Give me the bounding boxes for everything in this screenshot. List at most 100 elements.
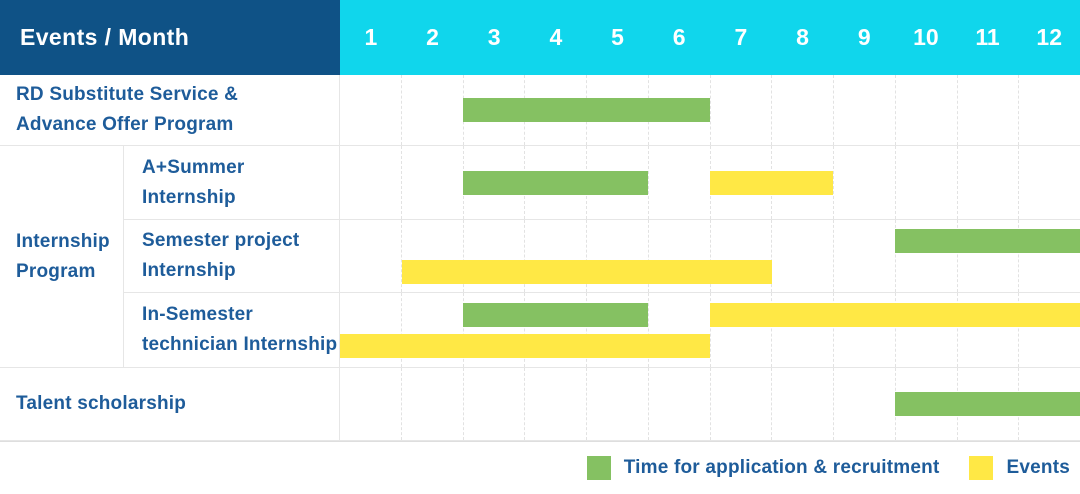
month-header-9: 9 [857, 24, 871, 50]
month-column [709, 146, 772, 219]
month-column [524, 220, 586, 292]
month-header-7: 7 [734, 24, 748, 50]
month-column [400, 220, 463, 292]
row-label-line: Talent scholarship [16, 393, 187, 414]
month-column [400, 146, 463, 219]
month-column [894, 75, 957, 145]
event-bar [710, 170, 834, 195]
application-bar [895, 228, 1080, 253]
month-gridlines [340, 220, 1080, 292]
row-label-semester-project-internship: Semester project Internship [124, 220, 340, 293]
row-label-line: Advance Offer Program [16, 114, 234, 135]
month-column [956, 220, 1019, 292]
month-column [1018, 75, 1080, 145]
row-label-line: Internship [142, 260, 236, 281]
month-column [771, 75, 833, 145]
legend-label-event: Events [1006, 457, 1070, 478]
month-column [1018, 293, 1080, 367]
application-bar [463, 98, 710, 122]
month-column [462, 146, 525, 219]
month-column [956, 75, 1019, 145]
bar-lane [340, 392, 1080, 416]
month-header-5: 5 [611, 24, 624, 50]
month-column [709, 368, 772, 440]
month-column [400, 75, 463, 145]
month-column [524, 368, 586, 440]
application-bar [463, 302, 649, 327]
month-column [709, 75, 772, 145]
month-header-6: 6 [672, 24, 686, 50]
month-column [771, 220, 833, 292]
month-column [833, 293, 895, 367]
group-label-internship-program: Internship Program [0, 146, 124, 368]
row-label-rd-substitute-advance-offer: RD Substitute Service & Advance Offer Pro… [0, 75, 340, 146]
bar-lane [340, 98, 1080, 122]
month-column [956, 293, 1019, 367]
event-bar [401, 259, 772, 284]
chart-row-semester-project-internship [340, 220, 1080, 293]
events-month-header-cell: Events / Month [0, 0, 340, 75]
month-column [462, 368, 525, 440]
row-label-a-plus-summer-internship: A+Summer Internship [124, 146, 340, 220]
application-bar [463, 170, 649, 195]
month-column [462, 220, 525, 292]
legend-label-application: Time for application & recruitment [623, 457, 940, 478]
bar-lane [340, 228, 1080, 253]
month-header-strip: 1 2 3 4 5 6 7 8 9 10 11 12 [340, 0, 1080, 75]
month-column [647, 368, 710, 440]
bar-lane [340, 302, 1080, 327]
group-label-line: Program [16, 260, 96, 282]
row-label-talent-scholarship: Talent scholarship [0, 368, 340, 441]
month-column [647, 293, 710, 367]
month-column [462, 75, 525, 145]
row-label-line: In-Semester [142, 304, 253, 325]
month-column [771, 293, 833, 367]
month-column [894, 146, 957, 219]
legend-item-event: Events [969, 456, 1070, 480]
month-column [400, 293, 463, 367]
bar-lane [340, 259, 1080, 284]
month-column [1018, 146, 1080, 219]
month-header-10: 10 [913, 24, 939, 50]
row-label-line: Semester project [142, 230, 300, 251]
chart-row-in-semester-technician-internship [340, 293, 1080, 368]
legend-swatch-application [586, 456, 611, 480]
month-column [709, 220, 772, 292]
month-header-3: 3 [487, 24, 501, 50]
row-label-line: Internship [142, 186, 236, 208]
month-gridlines [340, 293, 1080, 367]
month-column [400, 368, 463, 440]
month-column [833, 75, 895, 145]
row-label-line: technician Internship [142, 334, 338, 355]
month-header-11: 11 [975, 24, 1000, 50]
chart-row-talent-scholarship [340, 368, 1080, 441]
month-column [894, 293, 957, 367]
legend: Time for application & recruitment Events [0, 442, 1080, 494]
month-column [894, 220, 957, 292]
month-column [956, 146, 1019, 219]
month-header-8: 8 [796, 24, 809, 50]
month-column [771, 368, 833, 440]
month-header-1: 1 [364, 24, 378, 50]
month-column [833, 220, 895, 292]
month-column [586, 220, 648, 292]
row-label-in-semester-technician-internship: In-Semester technician Internship [124, 293, 340, 368]
row-label-line: RD Substitute Service & [16, 84, 239, 105]
chart-row-a-plus-summer-internship [340, 146, 1080, 220]
month-header-12: 12 [1036, 24, 1063, 50]
event-bar [340, 333, 710, 358]
gantt-body-grid: RD Substitute Service & Advance Offer Pro… [0, 75, 1080, 442]
legend-item-application: Time for application & recruitment [586, 456, 940, 480]
month-column [647, 220, 710, 292]
month-column [833, 368, 895, 440]
application-bar [895, 392, 1080, 416]
month-column [524, 293, 586, 367]
row-label-line: A+Summer [142, 156, 245, 178]
bar-lane [340, 333, 1080, 358]
table-header-row: Events / Month 1 2 3 4 5 6 7 8 9 10 11 12 [0, 0, 1080, 75]
month-header-2: 2 [426, 24, 439, 50]
bar-lane [340, 170, 1080, 195]
group-label-line: Internship [16, 230, 110, 252]
month-column [586, 368, 648, 440]
